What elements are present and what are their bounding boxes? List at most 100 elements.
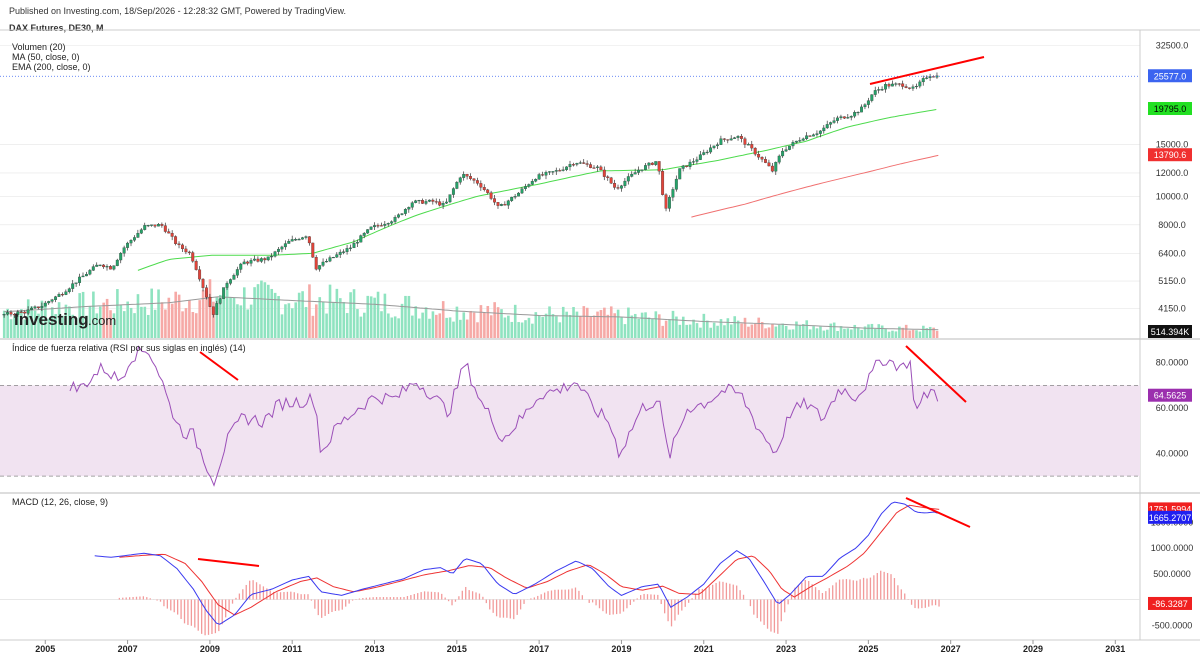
volume-bar: [218, 294, 222, 338]
volume-bar: [68, 306, 71, 338]
y-tick-label: -500.0000: [1152, 620, 1193, 630]
candle-body: [914, 85, 918, 88]
candle-body: [462, 174, 466, 178]
candle-body: [520, 188, 524, 194]
candle-body: [860, 106, 863, 113]
candle-body: [743, 138, 747, 145]
candle-body: [455, 182, 459, 189]
ma-badge-bg: [1148, 102, 1192, 116]
candle-body: [537, 174, 541, 180]
candle-body: [181, 244, 184, 250]
volume-bar: [71, 314, 75, 338]
y-tick-label: 6400.0: [1158, 248, 1186, 258]
candle-body: [733, 137, 737, 139]
candle-body: [595, 166, 599, 168]
candle-body: [122, 247, 126, 254]
volume-bar: [527, 317, 531, 338]
volume-bar: [503, 317, 507, 338]
candle-body: [517, 192, 521, 197]
candle-body: [50, 299, 54, 302]
volume-bar: [510, 321, 514, 338]
volume-bar: [901, 327, 905, 338]
volume-bar: [136, 294, 140, 338]
volume-bar: [561, 306, 565, 338]
x-tick-label: 2023: [776, 644, 796, 654]
volume-bar: [647, 317, 651, 338]
candle-body: [818, 130, 822, 134]
volume-bar: [791, 329, 795, 338]
volume-bar: [339, 298, 342, 338]
volume-bar: [435, 314, 438, 338]
candle-body: [30, 307, 34, 310]
candle-body: [359, 235, 363, 243]
ma-badge: 19795.0: [1154, 104, 1187, 114]
volume-bar: [9, 319, 13, 338]
logo-suffix: .com: [88, 313, 116, 328]
price-candles: [2, 72, 939, 318]
volume-bar: [764, 328, 767, 338]
volume-bar: [671, 310, 675, 338]
candle-body: [489, 192, 493, 199]
volume-bar: [579, 315, 582, 338]
candle-body: [253, 258, 256, 261]
volume-bar: [880, 325, 884, 338]
rsi-badge: 64.5625: [1154, 391, 1187, 401]
volume-bar: [507, 315, 510, 338]
candle-body: [57, 294, 61, 297]
y-tick-label: 80.0000: [1156, 358, 1189, 368]
candle-body: [578, 162, 582, 164]
candle-body: [729, 138, 733, 141]
x-tick-label: 2015: [447, 644, 467, 654]
volume-bar: [184, 308, 188, 338]
volume-bar: [747, 326, 750, 338]
volume-bar: [88, 306, 92, 338]
volume-bar: [702, 313, 706, 338]
volume-bar: [335, 288, 339, 338]
candle-body: [530, 181, 534, 185]
volume-bar: [898, 326, 901, 338]
volume-bar: [431, 311, 435, 338]
volume-bar: [541, 316, 544, 338]
volume-bar: [603, 307, 606, 338]
volume-bar: [311, 315, 315, 338]
volume-bar: [119, 304, 123, 338]
candle-body: [801, 138, 805, 141]
volume-bar: [637, 318, 640, 338]
candle-body: [2, 314, 6, 316]
volume-bar: [558, 322, 562, 338]
volume-bar: [174, 291, 177, 338]
price-badge-bg: [1148, 69, 1192, 83]
volume-bar: [699, 327, 702, 338]
candle-body: [644, 165, 647, 170]
candle-body: [657, 161, 661, 172]
volume-bar: [620, 317, 623, 338]
volume-bar: [911, 329, 915, 338]
volume-bar: [13, 315, 16, 338]
volume-bar: [363, 312, 366, 338]
volume-bar: [92, 291, 95, 338]
volume-bar: [483, 312, 486, 338]
candle-body: [582, 162, 586, 164]
volume-bar: [544, 313, 548, 338]
candle-body: [366, 229, 370, 234]
grid-lines: [0, 45, 1140, 310]
candle-body: [355, 242, 359, 244]
candle-body: [184, 248, 188, 253]
candle-body: [410, 202, 414, 208]
macd-trendline-2007: [197, 558, 260, 567]
candle-body: [112, 265, 116, 270]
candle-body: [222, 287, 226, 299]
volume-bar: [407, 295, 411, 338]
volume-bar: [493, 302, 496, 338]
volume-bar: [349, 292, 352, 338]
volume-bar: [328, 284, 332, 338]
volume-bar: [140, 306, 143, 338]
candle-body: [674, 178, 678, 190]
volume-bar: [177, 294, 181, 338]
candle-body: [541, 174, 545, 176]
volume-bar: [771, 323, 774, 338]
candle-body: [589, 164, 593, 168]
legend-ema: EMA (200, close, 0): [12, 62, 91, 72]
candle-body: [661, 171, 665, 195]
candle-body: [678, 168, 682, 180]
